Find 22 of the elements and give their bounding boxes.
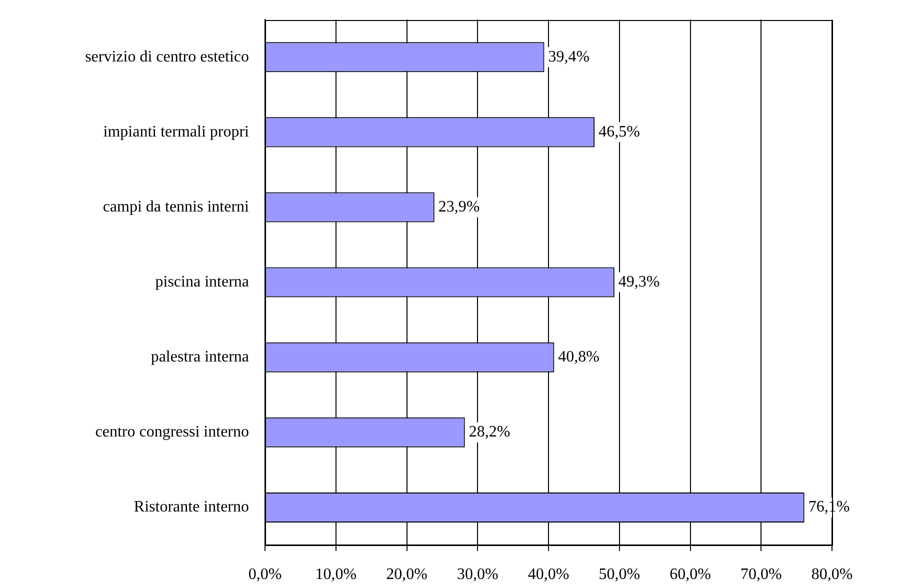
x-tick-label: 50,0% (598, 566, 640, 583)
y-tick-label: campi da tennis interni (102, 198, 250, 216)
data-label: 23,9% (438, 198, 480, 216)
data-label: 49,3% (618, 274, 660, 291)
y-tick-label: palestra interna (150, 348, 249, 366)
x-tick-label: 30,0% (456, 566, 498, 583)
y-tick-label: servizio di centro estetico (85, 48, 249, 66)
y-tick-label: Ristorante interno (134, 498, 249, 516)
data-label: 28,2% (468, 424, 510, 441)
y-tick-label: impianti termali propri (103, 123, 250, 140)
data-label: 40,8% (558, 348, 600, 366)
x-tick-label: 10,0% (315, 566, 357, 583)
data-label: 39,4% (548, 48, 590, 66)
data-label: 46,5% (598, 123, 640, 140)
x-tick-label: 0,0% (248, 566, 282, 583)
x-tick-label: 60,0% (670, 566, 711, 583)
x-tick-label: 40,0% (528, 566, 570, 583)
x-tick-label: 20,0% (386, 566, 428, 583)
x-tick-label: 80,0% (811, 566, 853, 583)
y-tick-label: centro congressi interno (95, 424, 249, 441)
x-tick-label: 70,0% (740, 566, 782, 583)
y-tick-label: piscina interna (155, 274, 249, 291)
